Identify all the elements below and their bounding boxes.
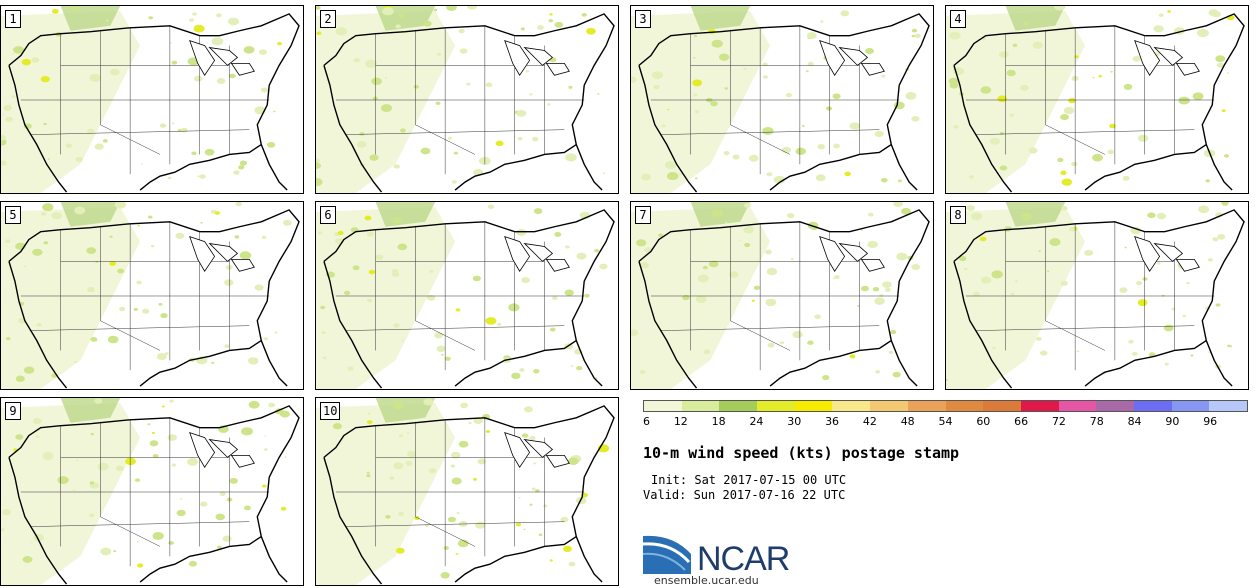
colorbar-tick-label: 24 xyxy=(749,415,764,428)
figure-title: 10-m wind speed (kts) postage stamp xyxy=(643,444,960,462)
map-panel: 3 xyxy=(630,5,934,194)
colorbar-tick-label: 60 xyxy=(976,415,991,428)
colorbar-segment xyxy=(1133,401,1172,411)
colorbar-tick-label: 30 xyxy=(787,415,802,428)
valid-time: Valid: Sun 2017-07-16 22 UTC xyxy=(643,488,846,502)
colorbar-tick-label: 6 xyxy=(643,415,650,428)
colorbar-tick-label: 90 xyxy=(1165,415,1180,428)
init-time: Init: Sat 2017-07-15 00 UTC xyxy=(651,473,847,487)
logo-text: NCAR xyxy=(697,540,790,578)
colorbar-tick-label: 36 xyxy=(825,415,840,428)
map-panel: 7 xyxy=(630,201,934,390)
us-map xyxy=(1,6,300,193)
member-number: 8 xyxy=(950,206,966,224)
us-map xyxy=(316,6,615,193)
us-map xyxy=(1,398,300,585)
member-number: 5 xyxy=(5,206,21,224)
colorbar-tick-label: 54 xyxy=(938,415,953,428)
map-panel: 4 xyxy=(945,5,1249,194)
member-number: 1 xyxy=(5,10,21,28)
colorbar-segment xyxy=(794,401,833,411)
member-number: 10 xyxy=(320,402,341,420)
member-number: 6 xyxy=(320,206,336,224)
colorbar xyxy=(643,400,1248,412)
member-number: 2 xyxy=(320,10,336,28)
us-map xyxy=(631,6,930,193)
colorbar-segment xyxy=(1209,401,1247,411)
us-map xyxy=(1,202,300,389)
colorbar-segment xyxy=(1171,401,1210,411)
member-number: 7 xyxy=(635,206,651,224)
colorbar-tick-label: 78 xyxy=(1089,415,1104,428)
colorbar-segment xyxy=(681,401,720,411)
member-number: 3 xyxy=(635,10,651,28)
colorbar-tick-label: 66 xyxy=(1014,415,1029,428)
us-map xyxy=(316,398,615,585)
member-number: 4 xyxy=(950,10,966,28)
colorbar-segment xyxy=(983,401,1021,411)
colorbar-tick-label: 42 xyxy=(862,415,877,428)
us-map xyxy=(946,202,1245,389)
us-map xyxy=(316,202,615,389)
colorbar-ticks: 6 12 18 24 30 36 42 48 54 60 66 72 78 84 90 96 xyxy=(643,415,1248,429)
map-panel: 5 xyxy=(0,201,304,390)
map-panel: 6 xyxy=(315,201,619,390)
colorbar-segment xyxy=(644,401,682,411)
colorbar-segment xyxy=(757,401,795,411)
map-panel: 9 xyxy=(0,397,304,586)
colorbar-segment xyxy=(907,401,946,411)
map-panel: 8 xyxy=(945,201,1249,390)
colorbar-segment xyxy=(870,401,908,411)
colorbar-tick-label: 96 xyxy=(1203,415,1218,428)
colorbar-tick-label: 18 xyxy=(711,415,726,428)
map-panel: 10 xyxy=(315,397,619,586)
map-panel: 1 xyxy=(0,5,304,194)
colorbar-segment xyxy=(719,401,758,411)
map-panel: 2 xyxy=(315,5,619,194)
colorbar-tick-label: 48 xyxy=(900,415,915,428)
ncar-logo xyxy=(643,535,691,574)
us-map xyxy=(631,202,930,389)
colorbar-segment xyxy=(832,401,871,411)
member-number: 9 xyxy=(5,402,21,420)
colorbar-segment xyxy=(945,401,984,411)
colorbar-tick-label: 12 xyxy=(673,415,688,428)
colorbar-segment xyxy=(1020,401,1059,411)
colorbar-segment xyxy=(1058,401,1097,411)
us-map xyxy=(946,6,1245,193)
colorbar-tick-label: 72 xyxy=(1051,415,1066,428)
colorbar-tick-label: 84 xyxy=(1127,415,1142,428)
colorbar-segment xyxy=(1096,401,1134,411)
logo-url: ensemble.ucar.edu xyxy=(654,574,759,587)
